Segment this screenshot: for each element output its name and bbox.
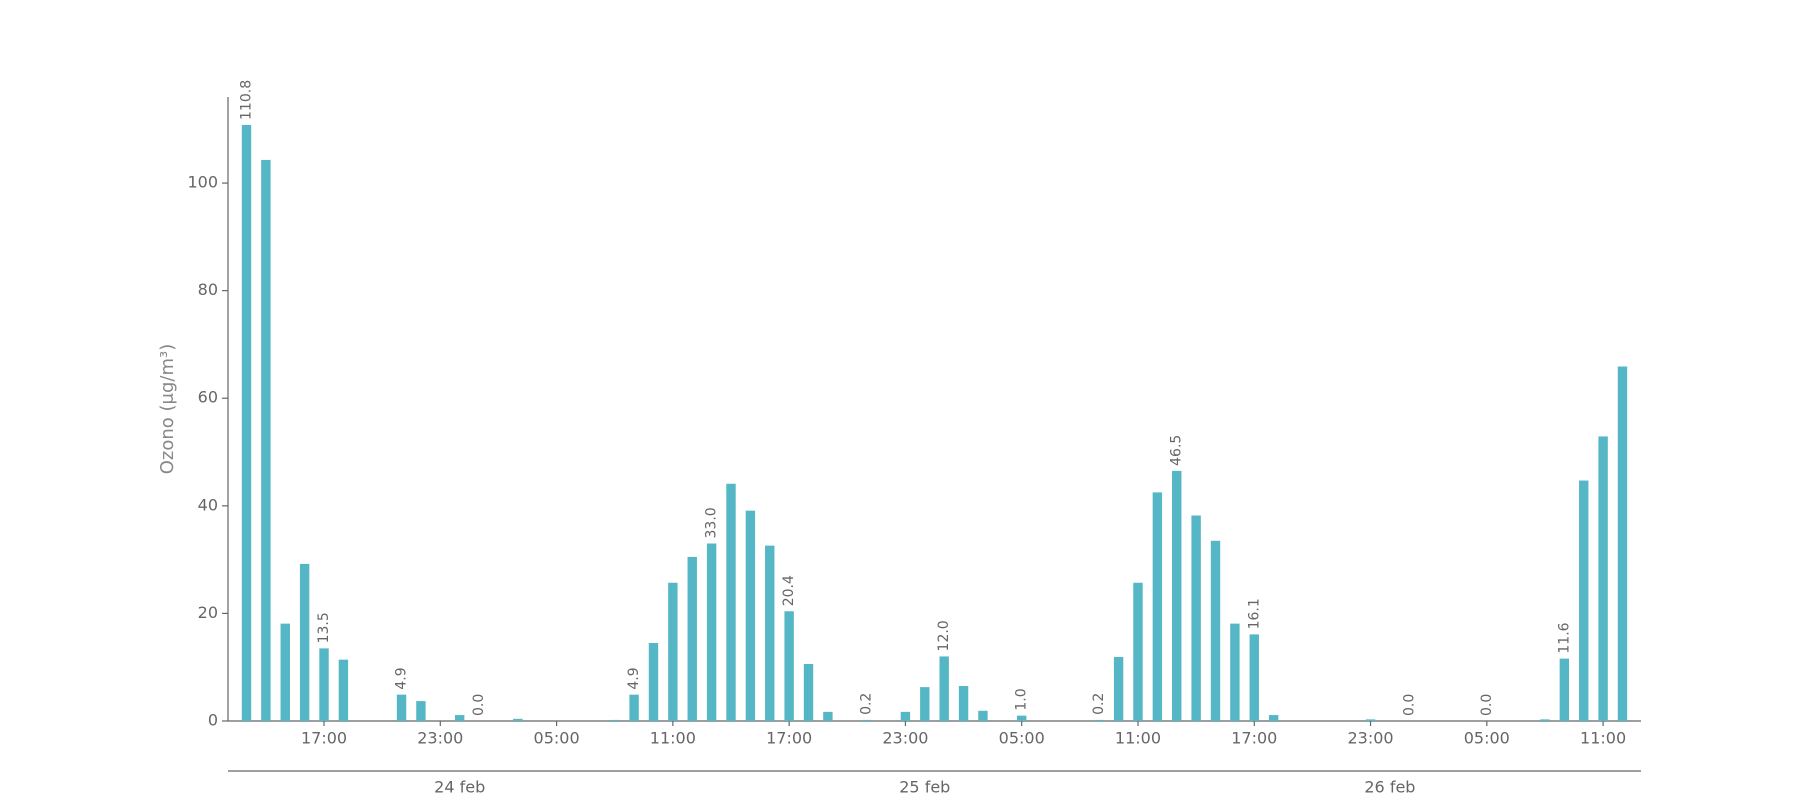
y-tick-label: 60	[198, 388, 218, 407]
bar	[1210, 540, 1221, 721]
date-label: 25 feb	[899, 778, 950, 797]
bar	[1152, 492, 1163, 721]
y-tick-label: 100	[187, 173, 218, 192]
bar	[920, 687, 930, 721]
bar	[861, 719, 872, 721]
bar	[706, 543, 717, 721]
bar	[726, 483, 736, 721]
bar	[1559, 658, 1570, 721]
bar	[1598, 436, 1608, 721]
bar	[958, 686, 969, 721]
bar	[610, 719, 620, 721]
bar	[1094, 719, 1104, 721]
bar	[1540, 719, 1550, 721]
x-tick-label: 17:00	[1231, 729, 1277, 748]
x-tick-label: 05:00	[1464, 729, 1510, 748]
bar	[454, 715, 465, 721]
value-label: 0.0	[471, 694, 487, 716]
y-tick-label: 40	[198, 495, 218, 514]
bar	[416, 701, 426, 721]
x-tick-label: 23:00	[417, 729, 463, 748]
bar	[629, 694, 639, 721]
bar	[765, 545, 775, 721]
bar	[1579, 480, 1589, 721]
bar	[1365, 719, 1376, 721]
x-tick-label: 11:00	[650, 729, 696, 748]
x-tick-label: 23:00	[882, 729, 928, 748]
bar	[900, 711, 911, 721]
value-label: 1.0	[1014, 688, 1030, 710]
y-tick-label: 80	[198, 280, 218, 299]
value-label: 0.0	[1401, 694, 1417, 716]
value-label: 12.0	[936, 620, 952, 651]
bar	[1230, 623, 1240, 721]
bar	[823, 711, 833, 721]
y-tick-label: 20	[198, 603, 218, 622]
bar	[241, 124, 252, 721]
bar	[280, 623, 290, 721]
bar	[648, 643, 659, 721]
bar	[1172, 470, 1182, 721]
bar	[1191, 515, 1201, 721]
date-label: 26 feb	[1364, 778, 1415, 797]
bar	[338, 659, 349, 721]
bar	[1268, 715, 1279, 721]
value-label: 0.2	[859, 693, 875, 715]
bar	[1133, 582, 1143, 721]
bar	[513, 718, 523, 721]
value-label: 16.1	[1246, 598, 1262, 629]
bar	[784, 611, 794, 721]
y-axis-label: Ozono (μg/m³)	[157, 344, 178, 475]
bar	[978, 710, 988, 721]
x-tick-label: 23:00	[1347, 729, 1393, 748]
value-label: 0.2	[1091, 693, 1107, 715]
value-label: 110.8	[239, 80, 255, 120]
bar	[299, 563, 310, 721]
bar	[745, 510, 756, 721]
value-label: 13.5	[316, 612, 332, 643]
bar	[687, 556, 697, 721]
bar	[1017, 715, 1027, 721]
bar	[1249, 634, 1259, 721]
bar	[1113, 656, 1124, 721]
value-label: 11.6	[1556, 622, 1572, 653]
value-label: 33.0	[704, 507, 720, 538]
bar	[261, 159, 271, 721]
value-label: 46.5	[1169, 435, 1185, 466]
y-tick-label: 0	[208, 711, 218, 730]
x-tick-label: 11:00	[1580, 729, 1626, 748]
bar	[668, 582, 678, 721]
bar	[939, 656, 949, 721]
value-label: 4.9	[394, 667, 410, 689]
value-label: 0.0	[1479, 694, 1495, 716]
bar	[803, 663, 814, 721]
bar	[319, 648, 329, 721]
x-tick-label: 17:00	[766, 729, 812, 748]
bar	[1617, 366, 1628, 721]
x-tick-label: 05:00	[534, 729, 580, 748]
x-tick-label: 17:00	[301, 729, 347, 748]
x-tick-label: 11:00	[1115, 729, 1161, 748]
x-tick-label: 05:00	[999, 729, 1045, 748]
date-label: 24 feb	[434, 778, 485, 797]
bar	[396, 694, 407, 721]
value-label: 20.4	[781, 575, 797, 606]
value-label: 4.9	[626, 667, 642, 689]
